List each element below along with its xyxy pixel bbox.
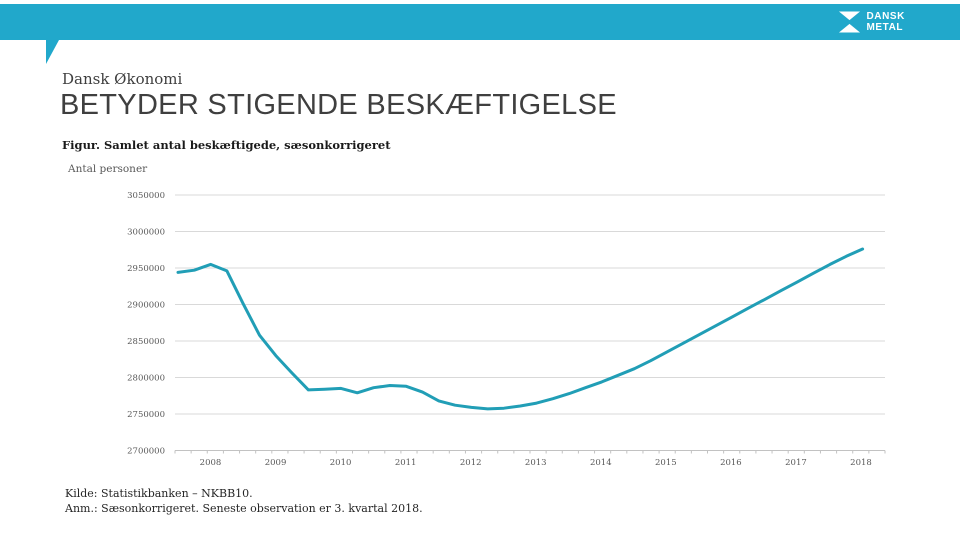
svg-text:2700000: 2700000	[127, 447, 165, 457]
source-note: Kilde: Statistikbanken – NKBB10. Anm.: S…	[65, 487, 423, 516]
y-axis-unit-label: Antal personer	[68, 163, 148, 175]
logo-line2: METAL	[866, 22, 904, 33]
figure-caption: Figur. Samlet antal beskæftigede, sæsonk…	[62, 138, 391, 152]
source-line: Kilde: Statistikbanken – NKBB10.	[65, 487, 253, 500]
note-line: Anm.: Sæsonkorrigeret. Seneste observati…	[65, 501, 423, 515]
svg-text:2014: 2014	[590, 458, 612, 468]
svg-text:2900000: 2900000	[127, 301, 165, 311]
svg-text:2800000: 2800000	[127, 374, 165, 384]
svg-text:2850000: 2850000	[127, 337, 165, 347]
svg-text:2018: 2018	[850, 458, 872, 468]
svg-text:2011: 2011	[395, 458, 417, 468]
svg-text:2015: 2015	[655, 458, 677, 468]
svg-text:2950000: 2950000	[127, 264, 165, 274]
svg-text:2750000: 2750000	[127, 410, 165, 420]
section-label: Dansk Økonomi	[62, 70, 183, 88]
svg-text:2017: 2017	[785, 458, 807, 468]
header-tail-triangle-icon	[46, 40, 59, 64]
svg-text:2009: 2009	[265, 458, 287, 468]
logo-line1: DANSK	[866, 11, 905, 22]
svg-text:2012: 2012	[460, 458, 482, 468]
svg-text:2016: 2016	[720, 458, 742, 468]
dansk-metal-logo: DANSK METAL	[838, 11, 905, 33]
svg-text:3050000: 3050000	[127, 191, 165, 201]
svg-text:3000000: 3000000	[127, 228, 165, 238]
svg-text:2008: 2008	[200, 458, 222, 468]
header-bar	[0, 4, 960, 40]
svg-text:2010: 2010	[330, 458, 352, 468]
logo-text: DANSK METAL	[866, 11, 905, 33]
slide-title: BETYDER STIGENDE BESKÆFTIGELSE	[60, 89, 617, 121]
svg-text:2013: 2013	[525, 458, 547, 468]
dansk-metal-hourglass-icon	[839, 11, 861, 33]
